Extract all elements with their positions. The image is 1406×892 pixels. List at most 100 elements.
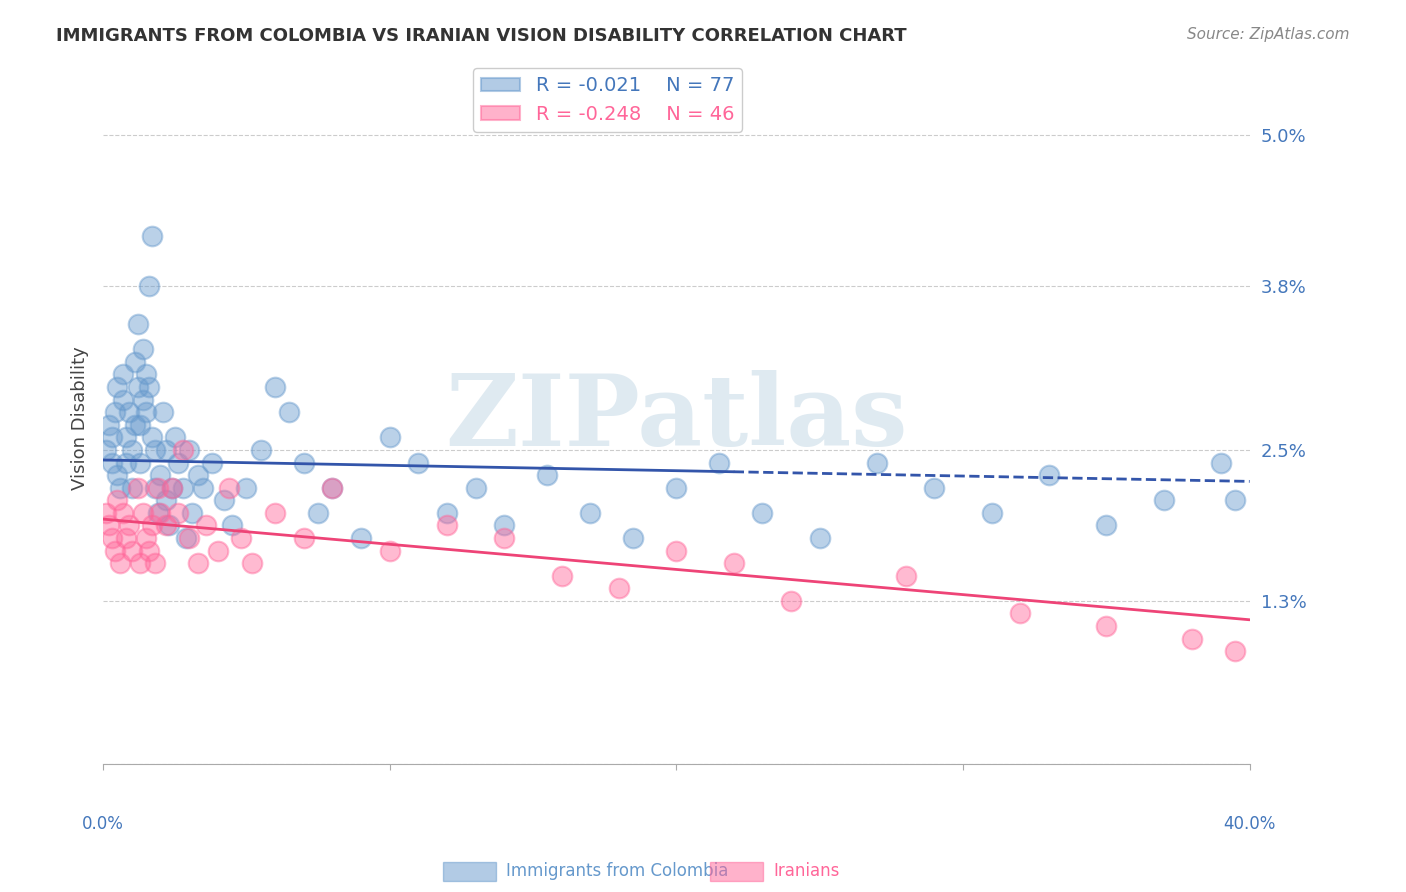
Point (94, 506, 117, 520)
Point (436, 518, 458, 533)
Point (264, 380, 287, 394)
Point (193, 481, 215, 495)
Point (1181, 632, 1204, 646)
Point (163, 430, 186, 444)
Point (110, 556, 132, 570)
Point (155, 518, 177, 533)
Text: Iranians: Iranians (773, 863, 839, 880)
Point (494, 518, 516, 533)
Point (107, 468, 129, 483)
Point (129, 456, 152, 470)
Point (146, 481, 169, 495)
Point (378, 430, 401, 444)
Point (1209, 456, 1232, 470)
Point (124, 417, 146, 432)
Text: ZIPatlas: ZIPatlas (446, 370, 908, 467)
Point (218, 481, 240, 495)
Point (121, 543, 143, 558)
Point (1225, 644, 1247, 658)
Point (143, 556, 166, 570)
Point (172, 481, 194, 495)
Point (1010, 607, 1032, 621)
Point (1095, 518, 1118, 533)
Point (665, 481, 688, 495)
Point (166, 456, 188, 470)
Point (187, 556, 209, 570)
Point (132, 343, 155, 357)
Point (607, 582, 630, 596)
Point (408, 456, 430, 470)
Point (160, 481, 183, 495)
Point (551, 568, 574, 582)
Point (172, 442, 194, 457)
Point (350, 531, 373, 545)
Point (121, 442, 143, 457)
Point (100, 456, 122, 470)
Point (751, 506, 773, 520)
Point (264, 506, 287, 520)
Point (464, 481, 486, 495)
Point (292, 531, 315, 545)
Point (152, 405, 174, 419)
Point (127, 481, 149, 495)
Point (179, 531, 201, 545)
Text: 0.0%: 0.0% (82, 814, 124, 833)
Point (221, 518, 243, 533)
Point (135, 531, 157, 545)
Point (157, 518, 180, 533)
Point (579, 506, 602, 520)
Point (155, 442, 177, 457)
Point (129, 417, 152, 432)
Point (121, 481, 143, 495)
Point (124, 355, 146, 369)
Point (780, 594, 803, 608)
Point (138, 543, 160, 558)
Point (127, 380, 149, 394)
Point (709, 456, 731, 470)
Point (1038, 468, 1060, 483)
Point (235, 481, 257, 495)
Point (378, 543, 401, 558)
Point (138, 279, 160, 293)
Point (980, 506, 1002, 520)
Point (115, 430, 138, 444)
Point (621, 531, 644, 545)
Point (924, 481, 946, 495)
Point (146, 506, 169, 520)
Point (207, 543, 229, 558)
Text: Immigrants from Colombia: Immigrants from Colombia (506, 863, 728, 880)
Point (866, 456, 889, 470)
Point (141, 518, 163, 533)
Point (292, 456, 315, 470)
Point (1153, 493, 1175, 508)
Point (115, 456, 138, 470)
Point (166, 506, 188, 520)
Point (249, 442, 271, 457)
Point (212, 493, 235, 508)
Legend: R = -0.021    N = 77, R = -0.248    N = 46: R = -0.021 N = 77, R = -0.248 N = 46 (474, 69, 742, 132)
Point (187, 468, 209, 483)
Point (143, 442, 166, 457)
Point (307, 506, 329, 520)
Point (112, 392, 135, 407)
Point (135, 405, 157, 419)
Point (141, 430, 163, 444)
Point (132, 506, 155, 520)
Point (149, 468, 172, 483)
Point (723, 556, 745, 570)
Point (536, 468, 558, 483)
Point (100, 430, 122, 444)
Point (118, 405, 141, 419)
Point (141, 229, 163, 244)
Point (104, 405, 127, 419)
Point (97, 518, 120, 533)
Point (321, 481, 343, 495)
Point (94, 442, 117, 457)
Text: 40.0%: 40.0% (1223, 814, 1275, 833)
Point (179, 442, 201, 457)
Point (118, 518, 141, 533)
Point (97, 417, 120, 432)
Point (665, 543, 688, 558)
Point (129, 556, 152, 570)
Point (1095, 619, 1118, 633)
